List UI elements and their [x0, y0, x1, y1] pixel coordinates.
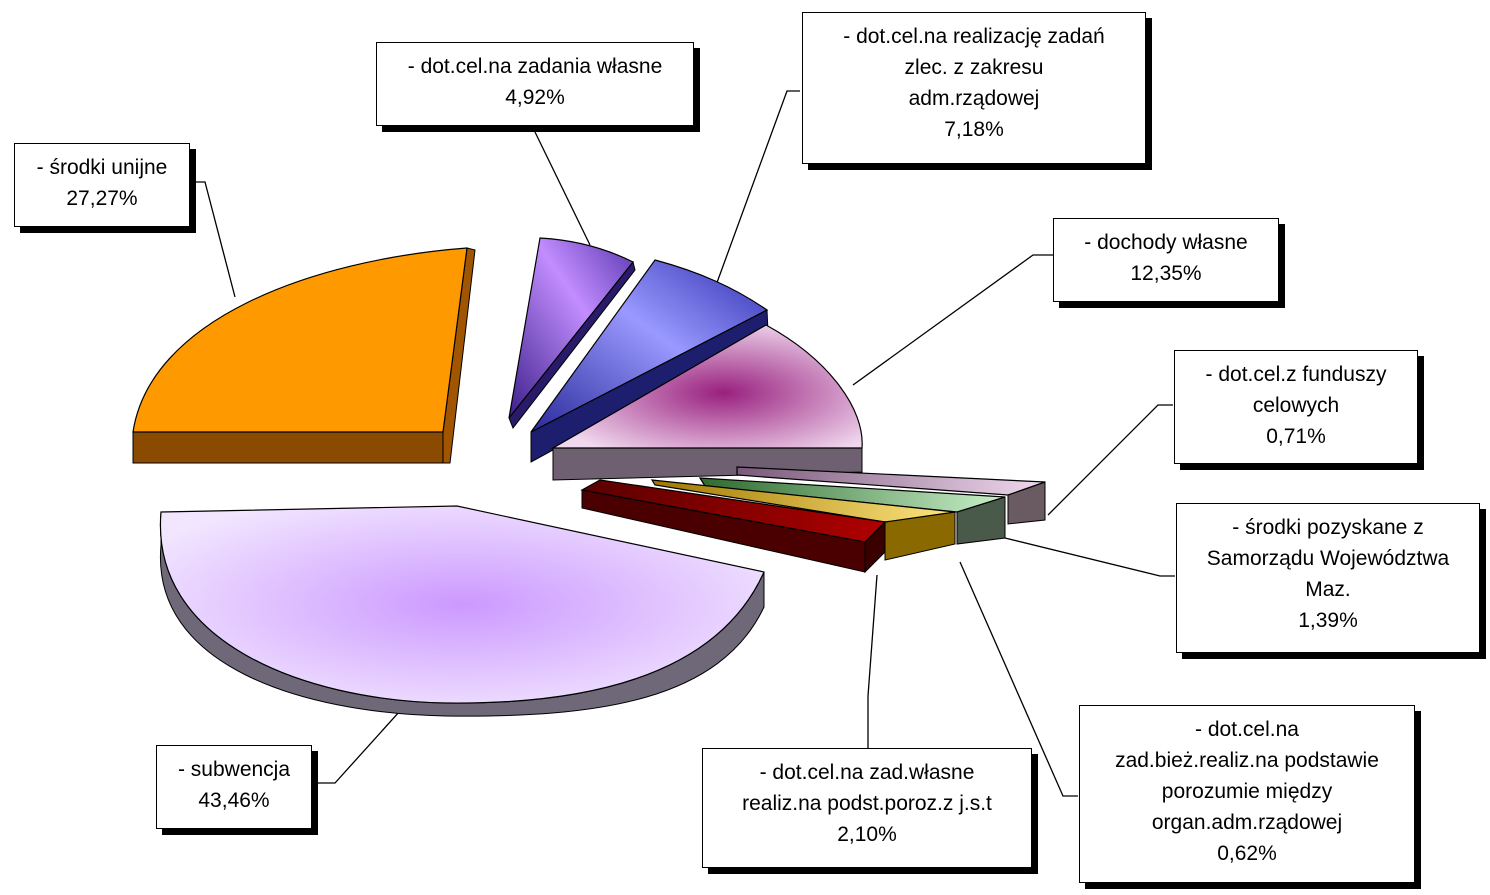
label-adm-rzadowej-line-2: zlec. z zakresu	[904, 56, 1044, 79]
label-subwencja: - subwencja 43,46%	[156, 745, 312, 829]
label-porozumienie-line-4: organ.adm.rządowej	[1151, 811, 1343, 834]
leader-line-jst	[867, 574, 878, 748]
label-porozumienie-line-2: zad.bież.realiz.na podstawie	[1115, 749, 1379, 772]
label-zadania-wlasne-line-1: - dot.cel.na zadania własne	[407, 55, 663, 78]
slice-dochody-wlasne	[550, 324, 863, 481]
leader-line-porozumienie	[959, 561, 1078, 797]
slice-fundusze-celowe	[736, 466, 1046, 525]
slice-srodki-unijne	[132, 247, 476, 464]
label-adm-rzadowej-line-3: adm.rządowej	[908, 87, 1040, 110]
label-jst: - dot.cel.na zad.własne realiz.na podst.…	[702, 748, 1032, 868]
slice-dochody-wlasne-top	[550, 324, 863, 449]
leader-line-zadania-wlasne	[534, 131, 591, 246]
label-adm-rzadowej-line-1: - dot.cel.na realizację zadań	[843, 25, 1105, 48]
slice-fundusze-celowe-top	[736, 466, 1046, 496]
label-srodki-unijne-value: 27,27%	[66, 187, 138, 210]
label-fundusze-celowe-line-1: - dot.cel.z funduszy	[1205, 363, 1387, 386]
label-subwencja-value: 43,46%	[198, 789, 270, 812]
label-adm-rzadowej-value: 7,18%	[944, 118, 1004, 141]
slice-srodki-unijne-top	[132, 247, 468, 433]
slice-subwencja-top	[159, 505, 765, 704]
slice-jst-top	[580, 479, 887, 543]
label-jst-line-2: realiz.na podst.poroz.z j.s.t	[742, 792, 992, 815]
label-porozumienie-line-1: - dot.cel.na	[1195, 718, 1299, 741]
label-srodki-unijne: - środki unijne 27,27%	[14, 143, 190, 227]
leader-line-samorzad	[1004, 537, 1175, 577]
label-fundusze-celowe: - dot.cel.z funduszy celowych 0,71%	[1174, 350, 1418, 464]
label-samorzad-line-3: Maz.	[1305, 578, 1351, 601]
slice-jst	[580, 479, 887, 574]
label-adm-rzadowej: - dot.cel.na realizację zadań zlec. z za…	[802, 12, 1146, 164]
label-jst-value: 2,10%	[837, 823, 897, 846]
leader-line-srodki-unijne	[190, 181, 236, 298]
label-samorzad-value: 1,39%	[1298, 609, 1358, 632]
leader-lines	[190, 90, 1175, 797]
label-fundusze-celowe-line-2: celowych	[1252, 394, 1340, 417]
slice-zadania-wlasne-top	[508, 237, 634, 419]
label-zadania-wlasne: - dot.cel.na zadania własne 4,92%	[376, 42, 694, 126]
label-samorzad: - środki pozyskane z Samorządu Województ…	[1176, 503, 1480, 653]
slice-zadania-wlasne	[508, 237, 636, 429]
label-porozumienie-value: 0,62%	[1217, 842, 1277, 865]
slice-porozumienie	[650, 479, 956, 561]
label-srodki-unijne-line-1: - środki unijne	[36, 156, 168, 179]
label-subwencja-line-1: - subwencja	[177, 758, 291, 781]
leader-line-adm-rzadowej	[714, 90, 800, 289]
leader-line-dochody-wlasne	[852, 254, 1053, 386]
label-samorzad-line-2: Samorządu Województwa	[1206, 547, 1450, 570]
slice-srodki-unijne-side	[132, 431, 444, 464]
slice-subwencja	[159, 505, 765, 717]
label-zadania-wlasne-value: 4,92%	[505, 86, 565, 109]
label-dochody-wlasne: - dochody własne 12,35%	[1053, 218, 1279, 302]
label-fundusze-celowe-value: 0,71%	[1266, 425, 1326, 448]
label-porozumienie-line-3: porozumie między	[1161, 780, 1333, 803]
label-dochody-wlasne-value: 12,35%	[1130, 262, 1202, 285]
label-porozumienie: - dot.cel.na zad.bież.realiz.na podstawi…	[1079, 705, 1415, 883]
slice-samorzad-top	[698, 477, 1006, 513]
leader-line-fundusze-celowe	[1047, 404, 1173, 516]
label-dochody-wlasne-line-1: - dochody własne	[1084, 231, 1248, 254]
slice-samorzad	[698, 477, 1006, 545]
slice-adm-rzadowej-top	[530, 259, 769, 433]
label-samorzad-line-1: - środki pozyskane z	[1232, 516, 1424, 539]
label-jst-line-1: - dot.cel.na zad.własne	[759, 761, 975, 784]
